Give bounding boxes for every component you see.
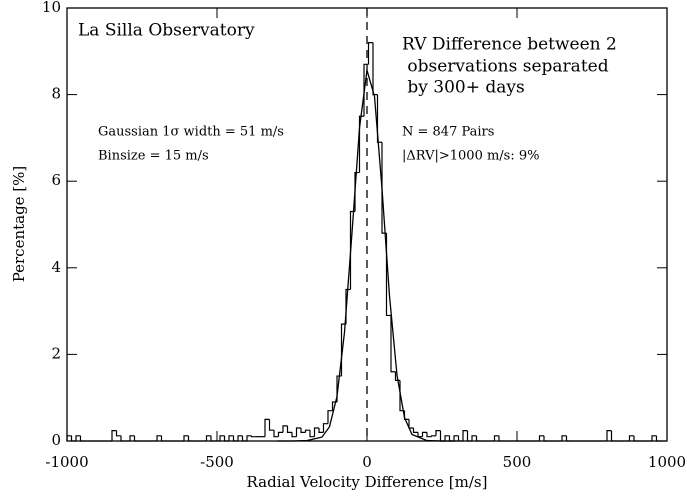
description-line: RV Difference between 2 — [402, 35, 617, 55]
histogram-bin — [115, 430, 121, 437]
histogram-bin — [565, 435, 571, 442]
histogram-bin — [318, 428, 324, 433]
x-tick-label: -1000 — [45, 453, 88, 471]
y-tick-label: 6 — [51, 171, 61, 189]
histogram-bin — [304, 429, 310, 433]
histogram-bin — [183, 435, 189, 441]
x-axis-label: Radial Velocity Difference [m/s] — [247, 473, 488, 491]
histogram-bin — [606, 430, 612, 441]
histogram-bin — [421, 431, 427, 437]
histogram-bin — [498, 435, 504, 442]
histogram-bin — [322, 423, 328, 433]
y-tick-label: 8 — [51, 85, 61, 103]
histogram-bin — [457, 435, 463, 442]
histogram-bin — [133, 435, 139, 442]
histogram-bin — [282, 425, 288, 433]
histogram-bin — [538, 435, 544, 441]
histogram-bin — [561, 435, 567, 441]
histogram-bin — [250, 435, 256, 438]
histogram-bin — [358, 115, 364, 173]
histogram-bin — [223, 435, 229, 442]
histogram-bin — [129, 435, 135, 441]
histogram-bin — [291, 432, 297, 438]
histogram-bin — [237, 435, 243, 441]
histogram-bin — [228, 435, 234, 441]
histogram-bin — [246, 435, 252, 441]
histogram-bin — [309, 430, 315, 438]
histogram-bin — [435, 430, 441, 436]
histogram-bin — [264, 418, 270, 437]
y-tick-label: 4 — [51, 258, 61, 276]
histogram-bin — [475, 435, 481, 442]
x-tick-label: 1000 — [648, 453, 686, 471]
histogram-bin — [462, 430, 468, 441]
histogram-bin — [111, 430, 117, 441]
histogram-bin — [628, 435, 634, 441]
gaussian-label: Gaussian 1σ width = 51 m/s — [98, 125, 284, 140]
histogram-bin — [156, 435, 162, 441]
histogram-bin — [219, 435, 225, 441]
outliers-label: |ΔRV|>1000 m/s: 9% — [402, 149, 539, 164]
histogram-bin — [651, 435, 657, 441]
histogram-bin — [633, 435, 639, 442]
description-line: observations separated — [402, 57, 609, 77]
histogram-bin — [120, 435, 126, 442]
histogram-bin — [430, 435, 436, 437]
histogram-bin — [70, 435, 76, 442]
histogram-bin — [403, 410, 409, 420]
y-tick-label: 2 — [51, 344, 61, 362]
histogram-bin — [610, 430, 616, 442]
histogram-bin — [79, 435, 85, 442]
histogram-bin — [439, 430, 445, 442]
histogram-bin — [367, 42, 373, 65]
histogram-bin — [408, 419, 414, 429]
histogram-bin — [210, 435, 216, 442]
histogram-bin — [493, 435, 499, 441]
histogram-bin — [417, 432, 423, 438]
description-line: by 300+ days — [402, 78, 525, 98]
histogram-bin — [66, 435, 72, 441]
histogram-bin — [372, 42, 378, 96]
y-tick-label: 10 — [42, 0, 61, 16]
histogram-bin — [453, 435, 459, 441]
histogram-bin — [466, 430, 472, 442]
histogram-bin — [444, 435, 450, 441]
histogram-bin — [412, 428, 418, 433]
histogram-bin — [313, 427, 319, 437]
observatory-label: La Silla Observatory — [78, 21, 255, 41]
histogram-bin — [286, 425, 292, 433]
histogram-bin — [75, 435, 81, 441]
histogram-bin — [655, 435, 661, 442]
histogram-bin — [327, 410, 333, 424]
histogram-bin — [232, 435, 238, 442]
histogram-bin — [273, 430, 279, 438]
y-axis-label: Percentage [%] — [10, 166, 28, 283]
histogram-bin — [390, 315, 396, 373]
histogram-bin — [241, 435, 247, 442]
histogram-bin — [205, 435, 211, 441]
pairs-label: N = 847 Pairs — [402, 125, 494, 140]
histogram-bin — [295, 427, 301, 437]
y-tick-label: 0 — [51, 431, 61, 449]
histogram-bin — [471, 435, 477, 441]
histogram-bin — [376, 94, 382, 143]
x-tick-label: 500 — [503, 453, 532, 471]
binsize-label: Binsize = 15 m/s — [98, 149, 209, 164]
histogram-bin — [543, 435, 549, 442]
histogram-bin — [268, 419, 274, 431]
histogram-bin — [277, 431, 283, 437]
histogram-bin — [187, 435, 193, 442]
x-tick-label: 0 — [362, 453, 372, 471]
x-tick-label: -500 — [200, 453, 234, 471]
histogram-bin — [160, 435, 166, 442]
histogram-bin — [426, 432, 432, 438]
histogram-bin — [448, 435, 454, 442]
histogram-bin — [300, 428, 306, 433]
